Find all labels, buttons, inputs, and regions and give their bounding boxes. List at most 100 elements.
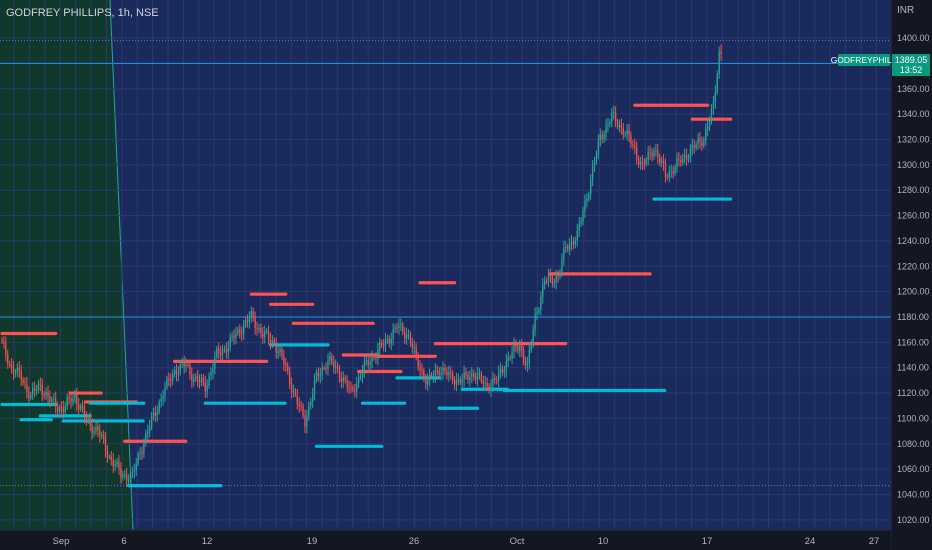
candle-body <box>208 375 210 386</box>
candle-body <box>233 336 235 339</box>
candle-body <box>473 373 475 377</box>
time-tick-label: Oct <box>510 536 525 547</box>
candle-body <box>597 140 600 154</box>
candle-body <box>603 134 605 140</box>
candle-body <box>682 157 684 163</box>
candle-body <box>68 397 70 399</box>
price-tick-label: 1180.00 <box>897 312 929 322</box>
candle-body <box>18 367 20 372</box>
candle-body <box>148 426 151 432</box>
candle-body <box>283 356 285 365</box>
candle-body <box>444 367 446 372</box>
candle-body <box>605 125 607 135</box>
candle-body <box>357 376 360 384</box>
candle-body <box>336 366 339 370</box>
candle-body <box>79 405 82 410</box>
price-axis[interactable] <box>891 0 932 550</box>
symbol-title[interactable]: GODFREY PHILLIPS, 1h, NSE <box>6 7 159 19</box>
candle-body <box>657 150 659 158</box>
candle-body <box>106 450 109 458</box>
candle-body <box>1 339 3 342</box>
candle-body <box>542 284 544 297</box>
candle-body <box>365 360 368 362</box>
candle-body <box>565 246 567 248</box>
candle-body <box>279 349 281 353</box>
candle-body <box>616 121 619 127</box>
candle-body <box>561 258 563 272</box>
candle-body <box>177 372 180 375</box>
candle-body <box>390 339 392 344</box>
candle-body <box>246 320 249 322</box>
candle-body <box>398 325 400 329</box>
candle-body <box>85 416 88 421</box>
candle-body <box>162 396 164 399</box>
candle-body <box>459 379 461 383</box>
candle-body <box>189 364 191 375</box>
candle-body <box>377 349 379 359</box>
candle-body <box>411 343 414 348</box>
candle-body <box>576 230 578 241</box>
horizontal-lines[interactable] <box>0 62 891 318</box>
candle-body <box>659 157 661 163</box>
candle-body <box>450 372 452 374</box>
candle-body <box>139 453 141 455</box>
candle-body <box>400 324 402 326</box>
candle-body <box>488 385 490 391</box>
candle-body <box>586 199 588 202</box>
candle-body <box>338 369 341 379</box>
candle-body <box>524 360 527 366</box>
candle-body <box>618 125 621 127</box>
candle-body <box>703 139 705 146</box>
candle-body <box>78 404 80 410</box>
candle-body <box>196 376 199 382</box>
candle-body <box>538 309 540 313</box>
candle-body <box>451 373 454 382</box>
candle-body <box>7 354 9 364</box>
candle-body <box>584 201 586 212</box>
time-tick-label: 6 <box>121 536 126 547</box>
candle-body <box>549 275 552 277</box>
candle-body <box>699 138 701 142</box>
candle-body <box>311 394 314 402</box>
candle-body <box>260 327 262 334</box>
price-tick-label: 1340.00 <box>897 109 930 119</box>
candle-body <box>187 363 189 365</box>
candle-body <box>651 153 653 157</box>
candle-body <box>116 461 118 465</box>
candle-body <box>55 398 57 407</box>
candle-body <box>156 411 158 416</box>
candle-body <box>513 344 515 352</box>
candle-body <box>660 160 663 163</box>
candle-body <box>689 148 692 158</box>
price-tick-label: 1200.00 <box>897 287 930 297</box>
last-price-badge: 1389.05 13:52 <box>892 54 930 76</box>
candle-body <box>112 459 114 467</box>
time-tick-label: 27 <box>869 536 880 547</box>
candle-body <box>47 392 49 397</box>
candle-body <box>643 163 646 165</box>
candle-body <box>198 381 201 383</box>
candle-body <box>348 387 350 389</box>
candle-body <box>386 339 389 341</box>
candle-body <box>543 280 546 285</box>
candle-body <box>714 91 717 103</box>
price-tick-label: 1040.00 <box>897 489 930 499</box>
candle-body <box>655 150 657 152</box>
candle-body <box>678 158 680 160</box>
candle-body <box>465 372 467 375</box>
candle-body <box>114 464 116 467</box>
candle-body <box>141 453 143 455</box>
candle-body <box>179 363 182 373</box>
candle-body <box>526 363 529 366</box>
candle-body <box>248 318 251 322</box>
candle-body <box>39 383 42 385</box>
candle-body <box>89 418 91 425</box>
candle-body <box>471 373 473 377</box>
currency-label: INR <box>897 5 915 16</box>
candle-body <box>371 356 373 363</box>
candle-body <box>710 108 713 121</box>
candle-body <box>231 336 233 338</box>
candle-body <box>310 401 312 406</box>
time-axis[interactable] <box>0 530 891 550</box>
